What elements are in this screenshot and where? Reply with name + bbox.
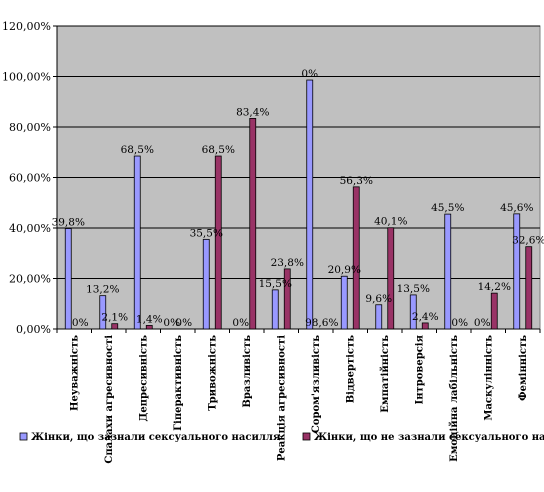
data-label-s1: 0%: [301, 68, 318, 80]
bar-s1: [444, 213, 452, 330]
data-label-s2: 0%: [451, 317, 468, 329]
bar-s2: [387, 227, 395, 330]
bars: [64, 79, 533, 330]
x-category-label: Гіперактивність: [173, 335, 184, 431]
bar-s2: [421, 322, 429, 330]
x-category-label: Спалахи агресивності: [104, 335, 115, 464]
y-tick-label: 60,00%: [9, 172, 51, 185]
data-label-s1: 39,8%: [52, 217, 85, 229]
bar-s1: [513, 213, 521, 330]
data-label-s2: 40,1%: [374, 216, 407, 228]
bar-s2: [352, 186, 360, 330]
y-tick-label: 100,00%: [2, 71, 51, 84]
data-label-s2: 2,1%: [101, 312, 128, 324]
data-label-s1: 9,6%: [365, 293, 392, 305]
data-label-s1: 68,5%: [121, 144, 154, 156]
legend-label-s2: Жінки, що не зазнали сексуального насилл…: [314, 432, 544, 443]
bar-s2: [214, 155, 222, 330]
bar-s1: [375, 304, 383, 330]
y-tick-label: 20,00%: [9, 273, 51, 286]
bar-s1: [133, 155, 141, 330]
x-axis-categories: Неуважність Спалахи агресивності Депресивн…: [69, 334, 529, 463]
legend-label-s1: Жінки, що зазнали сексуального насилля: [31, 432, 281, 443]
legend-swatch-s1: [19, 432, 28, 441]
data-label-s2: 14,2%: [478, 281, 511, 293]
bar-s1: [409, 294, 417, 330]
x-category-label: Емоційна лабільність: [449, 335, 460, 462]
bar-s2: [145, 325, 153, 330]
data-label-s2: 0%: [72, 317, 89, 329]
x-category-label: Фемінність: [518, 335, 529, 401]
data-label-s1: 45,5%: [431, 202, 464, 214]
bar-s2: [283, 268, 291, 330]
bar-s2: [249, 118, 257, 330]
bar-s2: [525, 246, 533, 330]
x-category-label: Сором'язливість: [311, 335, 322, 433]
data-label-s2: 68,5%: [202, 144, 235, 156]
bar-s1: [202, 238, 210, 330]
bar-s1: [306, 79, 314, 330]
data-label-s1: 13,5%: [397, 283, 430, 295]
data-label-s1: 45,6%: [500, 202, 533, 214]
data-label-s1: 0%: [474, 317, 491, 329]
legend: Жінки, що зазнали сексуального насилля Жі…: [19, 432, 544, 443]
data-label-s2: 32,6%: [512, 235, 544, 247]
x-category-label: Вразливість: [242, 335, 253, 408]
data-label-s1: 13,2%: [86, 284, 119, 296]
x-category-label: Емпатійність: [380, 335, 391, 413]
x-category-label: Інтроверсія: [414, 334, 425, 404]
data-label-s2: 56,3%: [340, 175, 373, 187]
data-labels: 39,8%0%13,2%2,1%68,5%1,4% 0%0%35,5%68,5%0…: [52, 68, 544, 329]
bar-s1: [271, 289, 279, 330]
x-category-label: Тривожність: [207, 335, 218, 411]
bar-s2: [111, 323, 119, 330]
x-category-label: Відвертість: [345, 335, 356, 403]
y-tick-label: 120,00%: [2, 20, 51, 33]
legend-swatch-s2: [302, 432, 311, 441]
x-category-label: Реакція агресивності: [276, 335, 287, 461]
data-label-s1: 0%: [163, 317, 180, 329]
data-label-s2: 2,4%: [412, 311, 439, 323]
bar-s1: [64, 228, 72, 330]
x-category-label: Маскулінність: [483, 335, 494, 421]
bar-s2: [490, 292, 498, 330]
bar-s1: [340, 275, 348, 330]
data-label-s2: 1,4%: [136, 313, 163, 325]
data-label-s2: 83,4%: [236, 106, 269, 118]
x-category-label: Неуважність: [69, 335, 80, 411]
bar-s1: [99, 295, 107, 330]
y-tick-label: 80,00%: [9, 121, 51, 134]
data-label-s1: 0%: [232, 317, 249, 329]
y-tick-label: 0,00%: [16, 323, 51, 336]
x-category-label: Депресивність: [138, 335, 149, 422]
data-label-s2: 23,8%: [271, 257, 304, 269]
data-label-s2: 98,6%: [305, 317, 338, 329]
data-label-s1: 20,9%: [328, 264, 361, 276]
y-tick-label: 40,00%: [9, 222, 51, 235]
data-label-s1: 35,5%: [190, 227, 223, 239]
data-label-s2: 0%: [175, 317, 192, 329]
data-label-s1: 15,5%: [259, 278, 292, 290]
